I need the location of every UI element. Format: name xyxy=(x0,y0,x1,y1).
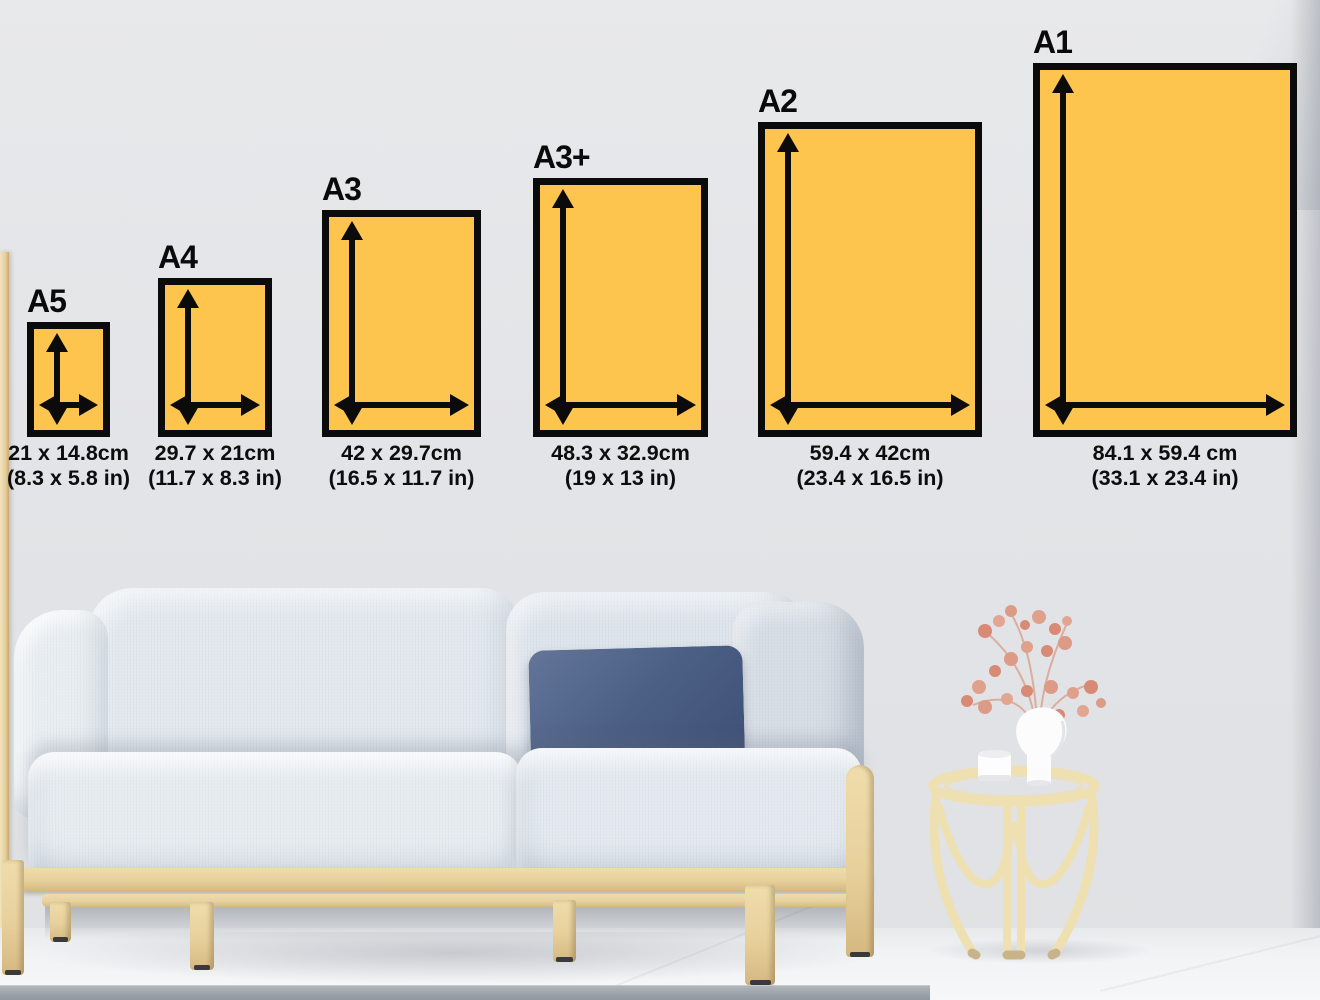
paper-rect-a5 xyxy=(27,322,110,437)
paper-rect-a1 xyxy=(1033,63,1297,437)
size-caption-in: (23.4 x 16.5 in) xyxy=(796,466,944,490)
sofa-leg xyxy=(190,902,214,970)
rug xyxy=(0,985,930,1000)
paper-size-label: A3 xyxy=(322,171,362,207)
sofa-floor-shadow xyxy=(25,932,885,984)
sofa-wood-rail xyxy=(20,868,872,891)
paper-rect-a3 xyxy=(322,210,481,437)
size-caption-cm: 84.1 x 59.4 cm xyxy=(1092,441,1238,465)
width-arrow-icon xyxy=(170,394,260,416)
size-panel-a2: A2 59.4 x 42cm (23.4 x 16.5 in) xyxy=(758,82,982,491)
flower-blossoms xyxy=(961,605,1106,728)
sofa-leg xyxy=(2,860,24,975)
size-panel-a5: A5 21 x 14.8cm (8.3 x 5.8 in) xyxy=(7,282,130,491)
wood-pole xyxy=(0,252,9,978)
size-caption: 29.7 x 21cm (11.7 x 8.3 in) xyxy=(148,441,282,491)
width-arrow-icon xyxy=(39,394,98,416)
cup xyxy=(978,750,1011,781)
size-caption: 59.4 x 42cm (23.4 x 16.5 in) xyxy=(758,441,982,491)
sofa-leg xyxy=(50,902,71,942)
size-caption-in: (16.5 x 11.7 in) xyxy=(328,466,475,490)
size-caption-cm: 29.7 x 21cm xyxy=(154,441,276,465)
sofa-under-shadow xyxy=(45,906,855,940)
size-caption: 42 x 29.7cm (16.5 x 11.7 in) xyxy=(322,441,481,491)
paper-size-label: A2 xyxy=(758,83,798,119)
table-feet xyxy=(967,948,1061,960)
size-panel-a3plus: A3+ 48.3 x 32.9cm (19 x 13 in) xyxy=(533,138,708,491)
sofa-leg xyxy=(745,885,775,985)
side-table xyxy=(928,765,1100,959)
height-arrow-icon xyxy=(552,189,574,425)
size-caption-cm: 48.3 x 32.9cm xyxy=(551,441,690,465)
sofa-frame-right xyxy=(846,765,874,957)
paper-size-label: A5 xyxy=(27,283,67,319)
size-caption-in: (19 x 13 in) xyxy=(564,466,677,490)
width-arrow-icon xyxy=(1045,394,1285,416)
height-arrow-icon xyxy=(341,221,363,425)
width-arrow-icon xyxy=(770,394,970,416)
sofa-wood-stretcher xyxy=(42,894,860,907)
height-arrow-icon xyxy=(1052,74,1074,425)
paper-rect-a2 xyxy=(758,122,982,437)
paper-rect-a4 xyxy=(158,278,272,437)
sofa-leg xyxy=(553,900,576,962)
size-panel-a3: A3 42 x 29.7cm (16.5 x 11.7 in) xyxy=(322,170,481,491)
size-caption-cm: 59.4 x 42cm xyxy=(809,441,931,465)
size-caption-in: (33.1 x 23.4 in) xyxy=(1091,466,1239,490)
height-arrow-icon xyxy=(777,133,799,425)
width-arrow-icon xyxy=(334,394,469,416)
paper-rect-a3plus xyxy=(533,178,708,437)
size-caption-in: (11.7 x 8.3 in) xyxy=(148,466,282,490)
side-table-decor xyxy=(928,605,1106,960)
size-caption-cm: 21 x 14.8cm xyxy=(8,441,129,465)
size-panel-a1: A1 84.1 x 59.4 cm (33.1 x 23.4 in) xyxy=(1033,23,1297,491)
paper-size-label: A1 xyxy=(1033,24,1073,60)
size-caption: 84.1 x 59.4 cm (33.1 x 23.4 in) xyxy=(1033,441,1297,491)
size-caption: 48.3 x 32.9cm (19 x 13 in) xyxy=(533,441,708,491)
size-caption: 21 x 14.8cm (8.3 x 5.8 in) xyxy=(7,441,130,491)
size-caption-in: (8.3 x 5.8 in) xyxy=(6,466,131,490)
sofa-seat-cushion-right xyxy=(516,748,862,888)
width-arrow-icon xyxy=(545,394,696,416)
size-caption-cm: 42 x 29.7cm xyxy=(341,441,462,465)
paper-size-label: A3+ xyxy=(533,139,591,175)
sofa-seat-cushion-left xyxy=(28,752,522,888)
vase xyxy=(1016,707,1067,786)
paper-size-label: A4 xyxy=(158,239,198,275)
size-panel-a4: A4 29.7 x 21cm (11.7 x 8.3 in) xyxy=(148,238,282,491)
